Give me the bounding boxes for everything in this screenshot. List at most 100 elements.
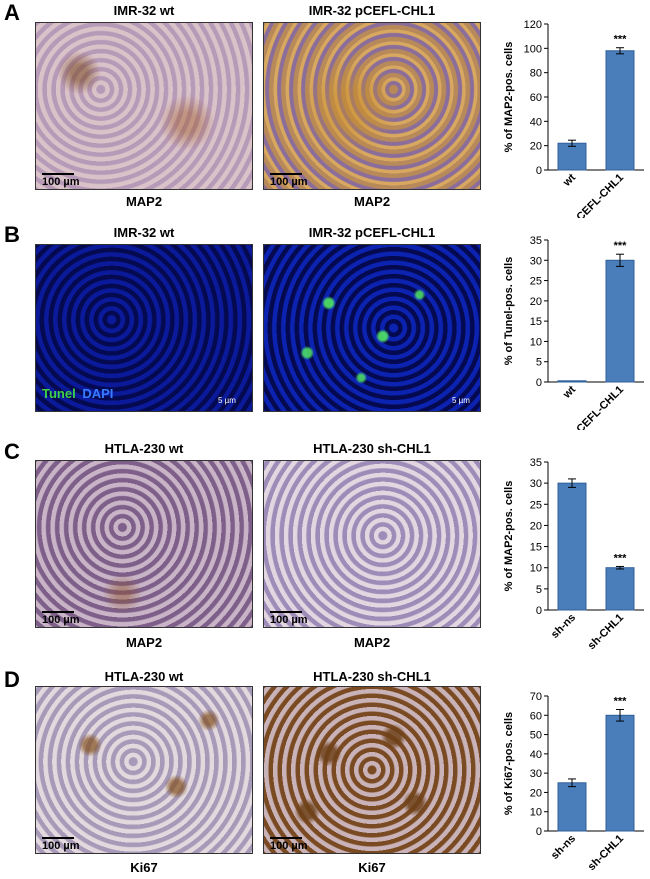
right-image-title: IMR-32 pCEFL-CHL1 xyxy=(308,3,436,18)
right-stain-caption: MAP2 xyxy=(353,635,391,650)
right-stain-caption: MAP2 xyxy=(353,194,391,209)
stain-legend: Tunel DAPI xyxy=(42,386,113,401)
category-label: wt xyxy=(560,171,578,189)
bar xyxy=(605,50,635,171)
y-tick-label: 25 xyxy=(530,499,542,511)
y-tick-label: 10 xyxy=(530,336,542,348)
category-label: sh-ns xyxy=(549,612,578,641)
y-tick-label: 35 xyxy=(530,235,542,247)
left-image-title: HTLA-230 wt xyxy=(104,441,184,456)
right-image-title: IMR-32 pCEFL-CHL1 xyxy=(308,225,436,240)
bar xyxy=(605,259,635,383)
y-tick-label: 20 xyxy=(530,296,542,308)
y-tick-label: 15 xyxy=(530,542,542,554)
bar xyxy=(557,142,587,171)
panel-label: D xyxy=(4,667,20,692)
scale-bar xyxy=(42,837,74,839)
significance-label: *** xyxy=(614,240,628,252)
y-tick-label: 70 xyxy=(530,691,542,703)
scale-label: 100 µm xyxy=(270,614,308,626)
y-tick-label: 35 xyxy=(530,457,542,469)
right-image-title: HTLA-230 sh-CHL1 xyxy=(313,669,431,684)
micrograph-right: 100 µm xyxy=(263,686,481,854)
category-label: wt xyxy=(560,383,578,401)
y-tick-label: 40 xyxy=(530,749,542,761)
micrograph-right: 5 µm xyxy=(263,244,481,412)
y-tick-label: 5 xyxy=(536,584,542,596)
y-tick-label: 60 xyxy=(530,92,542,104)
bar xyxy=(557,482,587,611)
bar xyxy=(605,567,635,611)
panel-d: D HTLA-230 wt HTLA-230 sh-CHL1 100 µm 10… xyxy=(0,658,650,879)
y-axis-label: % of MAP2-pos. cells xyxy=(503,481,515,592)
significance-label: *** xyxy=(614,34,628,46)
right-image-title: HTLA-230 sh-CHL1 xyxy=(313,441,431,456)
y-tick-label: 15 xyxy=(530,316,542,328)
y-tick-label: 30 xyxy=(530,478,542,490)
y-tick-label: 20 xyxy=(530,520,542,532)
micrograph-right: 100 µm xyxy=(263,22,481,190)
y-tick-label: 0 xyxy=(536,605,542,617)
left-image-title: IMR-32 wt xyxy=(113,225,175,240)
y-tick-label: 30 xyxy=(530,768,542,780)
panel-a: A IMR-32 wt IMR-32 pCEFL-CHL1 100 µm 100… xyxy=(0,0,650,218)
scale-bar xyxy=(42,611,74,613)
left-stain-caption: MAP2 xyxy=(125,194,163,209)
y-tick-label: 0 xyxy=(536,377,542,389)
y-tick-label: 5 xyxy=(536,357,542,369)
right-stain-caption: Ki67 xyxy=(358,860,386,875)
scale-label: 100 µm xyxy=(42,176,80,188)
y-tick-label: 10 xyxy=(530,807,542,819)
y-tick-label: 10 xyxy=(530,563,542,575)
bar-chart: % of MAP2-pos. cells 0 20 40 60 80 100 120 wt ***… xyxy=(503,19,644,218)
category-label: sh-CHL1 xyxy=(586,612,626,652)
y-tick-label: 120 xyxy=(524,19,542,31)
y-tick-label: 60 xyxy=(530,710,542,722)
micrograph-right: 100 µm xyxy=(263,460,481,628)
bar xyxy=(605,714,635,832)
y-tick-label: 80 xyxy=(530,68,542,80)
category-label: pCEFL-CHL1 xyxy=(570,172,626,218)
y-tick-label: 50 xyxy=(530,730,542,742)
bar xyxy=(557,380,587,383)
scale-bar xyxy=(270,173,302,175)
scale-label: 100 µm xyxy=(42,614,80,626)
y-tick-label: 100 xyxy=(524,43,542,55)
micrograph-left: 100 µm xyxy=(35,22,253,190)
y-axis-label: % of MAP2-pos. cells xyxy=(503,42,515,153)
y-tick-label: 20 xyxy=(530,141,542,153)
left-image-title: HTLA-230 wt xyxy=(104,669,184,684)
left-stain-caption: MAP2 xyxy=(125,635,163,650)
left-stain-caption: Ki67 xyxy=(130,860,158,875)
scale-label: 100 µm xyxy=(270,840,308,852)
category-label: sh-CHL1 xyxy=(586,833,626,873)
panel-label: C xyxy=(4,439,20,464)
left-image-title: IMR-32 wt xyxy=(113,3,175,18)
micrograph-left: Tunel DAPI 5 µm xyxy=(35,244,253,412)
scale-label: 100 µm xyxy=(42,840,80,852)
micrograph-left: 100 µm xyxy=(35,460,253,628)
y-tick-label: 0 xyxy=(536,826,542,838)
scale-bar xyxy=(42,173,74,175)
dapi-label: DAPI xyxy=(82,386,114,401)
y-tick-label: 20 xyxy=(530,787,542,799)
bar-chart: % of Tunel-pos. cells 0 5 10 15 20 25 30 35 wt ***… xyxy=(503,235,644,430)
y-tick-label: 30 xyxy=(530,255,542,267)
significance-label: *** xyxy=(614,552,628,564)
category-label: pCEFL-CHL1 xyxy=(570,384,626,430)
category-label: sh-ns xyxy=(549,833,578,862)
panel-b: B IMR-32 wt IMR-32 pCEFL-CHL1 Tunel DAPI… xyxy=(0,218,650,430)
scale-label: 5 µm xyxy=(218,396,236,405)
y-tick-label: 40 xyxy=(530,116,542,128)
scale-bar xyxy=(270,837,302,839)
panel-label: B xyxy=(4,222,20,247)
bar-chart: % of Ki67-pos. cells 0 10 20 30 40 50 60 70 sh-ns… xyxy=(503,691,644,873)
tunel-label: Tunel xyxy=(42,386,76,401)
scale-label: 100 µm xyxy=(270,176,308,188)
significance-label: *** xyxy=(614,696,628,708)
scale-bar xyxy=(270,611,302,613)
bar-chart: % of MAP2-pos. cells 0 5 10 15 20 25 30 35 sh-ns *… xyxy=(503,457,644,652)
scale-label: 5 µm xyxy=(452,396,470,405)
y-axis-label: % of Ki67-pos. cells xyxy=(503,712,515,815)
y-tick-label: 25 xyxy=(530,276,542,288)
